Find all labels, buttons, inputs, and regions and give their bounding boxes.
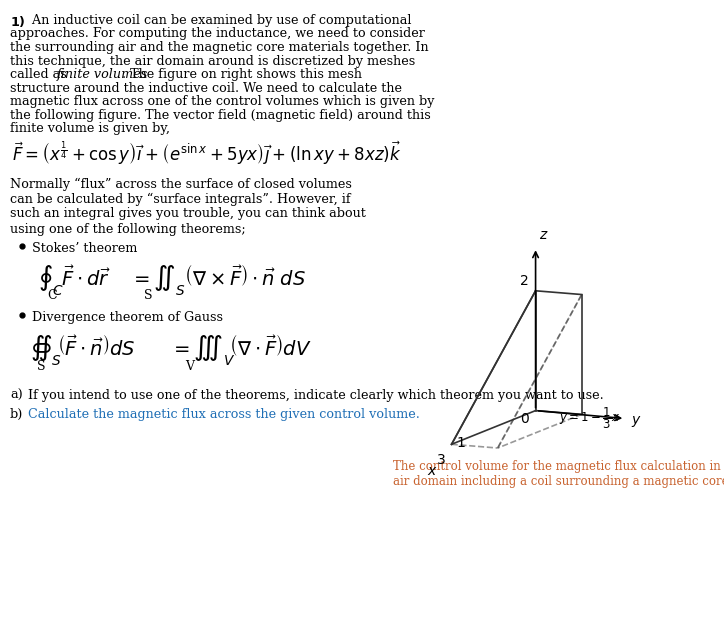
- Text: magnetic flux across one of the control volumes which is given by: magnetic flux across one of the control …: [10, 95, 434, 108]
- Text: using one of the following theorems;: using one of the following theorems;: [10, 223, 245, 235]
- Text: Stokes’ theorem: Stokes’ theorem: [32, 241, 138, 255]
- Text: x: x: [427, 464, 435, 477]
- Text: Divergence theorem of Gauss: Divergence theorem of Gauss: [32, 311, 223, 324]
- Text: 3: 3: [437, 453, 446, 467]
- Text: S: S: [144, 289, 153, 302]
- Text: z: z: [539, 228, 546, 242]
- Text: y: y: [632, 413, 640, 427]
- Text: this technique, the air domain around is discretized by meshes: this technique, the air domain around is…: [10, 54, 416, 67]
- Text: the surrounding air and the magnetic core materials together. In: the surrounding air and the magnetic cor…: [10, 41, 429, 54]
- Text: S: S: [37, 361, 46, 374]
- Text: can be calculated by “surface integrals”. However, if: can be calculated by “surface integrals”…: [10, 192, 350, 206]
- Text: $\oint_C \vec{F}\cdot d\vec{r}$: $\oint_C \vec{F}\cdot d\vec{r}$: [38, 263, 111, 298]
- Text: $y = 1 - \dfrac{1}{3}x$: $y = 1 - \dfrac{1}{3}x$: [559, 405, 620, 431]
- Text: $\vec{F} = \left(x^{\frac{1}{4}} + \cos y\right)\vec{\imath} + \left(e^{\sin x} : $\vec{F} = \left(x^{\frac{1}{4}} + \cos …: [12, 140, 401, 167]
- Text: finite volume is given by,: finite volume is given by,: [10, 122, 170, 135]
- Text: $\mathbf{1)}$: $\mathbf{1)}$: [10, 14, 25, 29]
- Text: . The figure on right shows this mesh: . The figure on right shows this mesh: [122, 68, 362, 81]
- Text: $\oiint_S\!\left(\vec{F}\cdot\vec{n}\right)dS$: $\oiint_S\!\left(\vec{F}\cdot\vec{n}\rig…: [30, 333, 135, 368]
- Text: the following figure. The vector field (magnetic field) around this: the following figure. The vector field (…: [10, 109, 431, 122]
- Text: Normally “flux” across the surface of closed volumes: Normally “flux” across the surface of cl…: [10, 177, 352, 191]
- Text: V: V: [185, 361, 194, 374]
- Text: such an integral gives you trouble, you can think about: such an integral gives you trouble, you …: [10, 208, 366, 220]
- Text: C: C: [47, 289, 56, 302]
- Text: called as: called as: [10, 68, 71, 81]
- Text: a): a): [10, 389, 22, 401]
- Text: 2: 2: [521, 275, 529, 288]
- Text: b): b): [10, 408, 23, 421]
- Text: An inductive coil can be examined by use of computational: An inductive coil can be examined by use…: [28, 14, 411, 27]
- Text: finite volumes: finite volumes: [57, 68, 148, 81]
- Text: Calculate the magnetic flux across the given control volume.: Calculate the magnetic flux across the g…: [28, 408, 420, 421]
- Text: $= \iiint_V\!\left(\nabla\cdot\vec{F}\right)dV$: $= \iiint_V\!\left(\nabla\cdot\vec{F}\ri…: [170, 333, 312, 368]
- Text: approaches. For computing the inductance, we need to consider: approaches. For computing the inductance…: [10, 27, 425, 41]
- Text: $= \iint_S \left(\nabla \times \vec{F}\right)\cdot \vec{n}\; dS$: $= \iint_S \left(\nabla \times \vec{F}\r…: [130, 263, 306, 298]
- Text: 1: 1: [457, 436, 466, 450]
- Text: 0: 0: [521, 412, 529, 426]
- Text: The control volume for the magnetic flux calculation in an
air domain including : The control volume for the magnetic flux…: [393, 460, 724, 488]
- Text: If you intend to use one of the theorems, indicate clearly which theorem you wan: If you intend to use one of the theorems…: [28, 389, 604, 401]
- Text: structure around the inductive coil. We need to calculate the: structure around the inductive coil. We …: [10, 82, 402, 94]
